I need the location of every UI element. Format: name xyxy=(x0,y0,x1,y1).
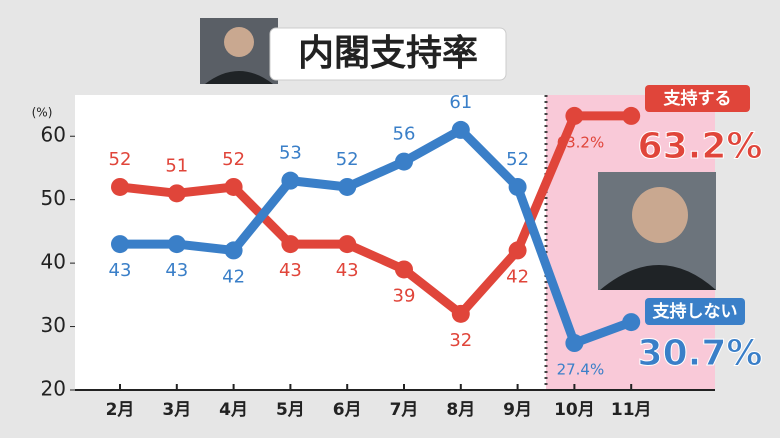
data-label: 27.4% xyxy=(557,361,605,379)
point xyxy=(224,177,243,196)
legend-label: 支持しない xyxy=(653,301,738,322)
x-tick-label: 10月 xyxy=(554,400,595,420)
x-tick-label: 8月 xyxy=(446,400,475,420)
point xyxy=(395,260,413,279)
point xyxy=(565,334,584,353)
y-tick-label: 50 xyxy=(41,186,66,210)
line xyxy=(120,125,633,348)
chart-title: 内閣支持率 xyxy=(298,33,478,74)
x-tick-label: 3月 xyxy=(162,400,191,420)
data-label: 52 xyxy=(336,149,359,170)
y-tick-label: 60 xyxy=(41,123,66,147)
data-label: 32 xyxy=(449,330,472,351)
legend-box xyxy=(645,85,750,112)
x-tick-label: 7月 xyxy=(390,400,419,420)
point xyxy=(508,241,527,260)
data-label: 42 xyxy=(222,266,245,287)
point xyxy=(451,120,470,139)
point xyxy=(224,241,243,260)
point xyxy=(167,235,186,254)
photo-suit xyxy=(205,71,273,84)
point xyxy=(281,235,300,254)
point xyxy=(395,152,413,171)
x-tick-label: 6月 xyxy=(333,400,362,420)
data-label: 39 xyxy=(393,285,416,306)
y-tick-label: 40 xyxy=(41,250,66,274)
line xyxy=(119,111,632,319)
legend-box xyxy=(645,298,745,325)
x-tick-label: 4月 xyxy=(219,400,248,420)
data-label: 51 xyxy=(165,155,188,176)
data-label: 52 xyxy=(506,149,529,170)
y-tick-label: 20 xyxy=(41,377,66,401)
data-label: 43 xyxy=(165,260,188,281)
photo-suit xyxy=(600,265,716,290)
data-label: 52 xyxy=(109,149,132,170)
data-label: 43 xyxy=(109,260,132,281)
point xyxy=(565,106,584,125)
point xyxy=(281,171,300,190)
point xyxy=(622,106,641,125)
point xyxy=(338,235,357,254)
point xyxy=(451,304,470,323)
legend-label: 支持する xyxy=(664,88,732,109)
data-label: 43 xyxy=(336,260,359,281)
x-tick-label: 11月 xyxy=(611,400,652,420)
photo-face xyxy=(632,187,688,243)
data-label: 61 xyxy=(449,92,472,113)
x-tick-label: 5月 xyxy=(276,400,305,420)
point xyxy=(111,177,129,196)
point xyxy=(508,177,527,196)
point xyxy=(622,313,641,332)
point xyxy=(338,177,357,196)
data-label: 56 xyxy=(393,124,416,145)
data-label: 42 xyxy=(506,266,529,287)
y-tick-label: 30 xyxy=(41,313,66,337)
data-label: 43 xyxy=(279,260,302,281)
data-label: 53 xyxy=(279,143,302,164)
big-value-label: 63.2% xyxy=(638,126,763,167)
point xyxy=(111,235,129,254)
x-tick-label: 9月 xyxy=(503,400,532,420)
data-label: 52 xyxy=(222,149,245,170)
x-tick-label: 2月 xyxy=(106,400,135,420)
title-box xyxy=(269,27,507,81)
y-label: (%) xyxy=(32,106,53,120)
photo-face xyxy=(224,27,254,57)
big-value-label: 30.7% xyxy=(638,333,763,374)
data-label: 63.2% xyxy=(557,133,605,151)
point xyxy=(167,184,186,203)
